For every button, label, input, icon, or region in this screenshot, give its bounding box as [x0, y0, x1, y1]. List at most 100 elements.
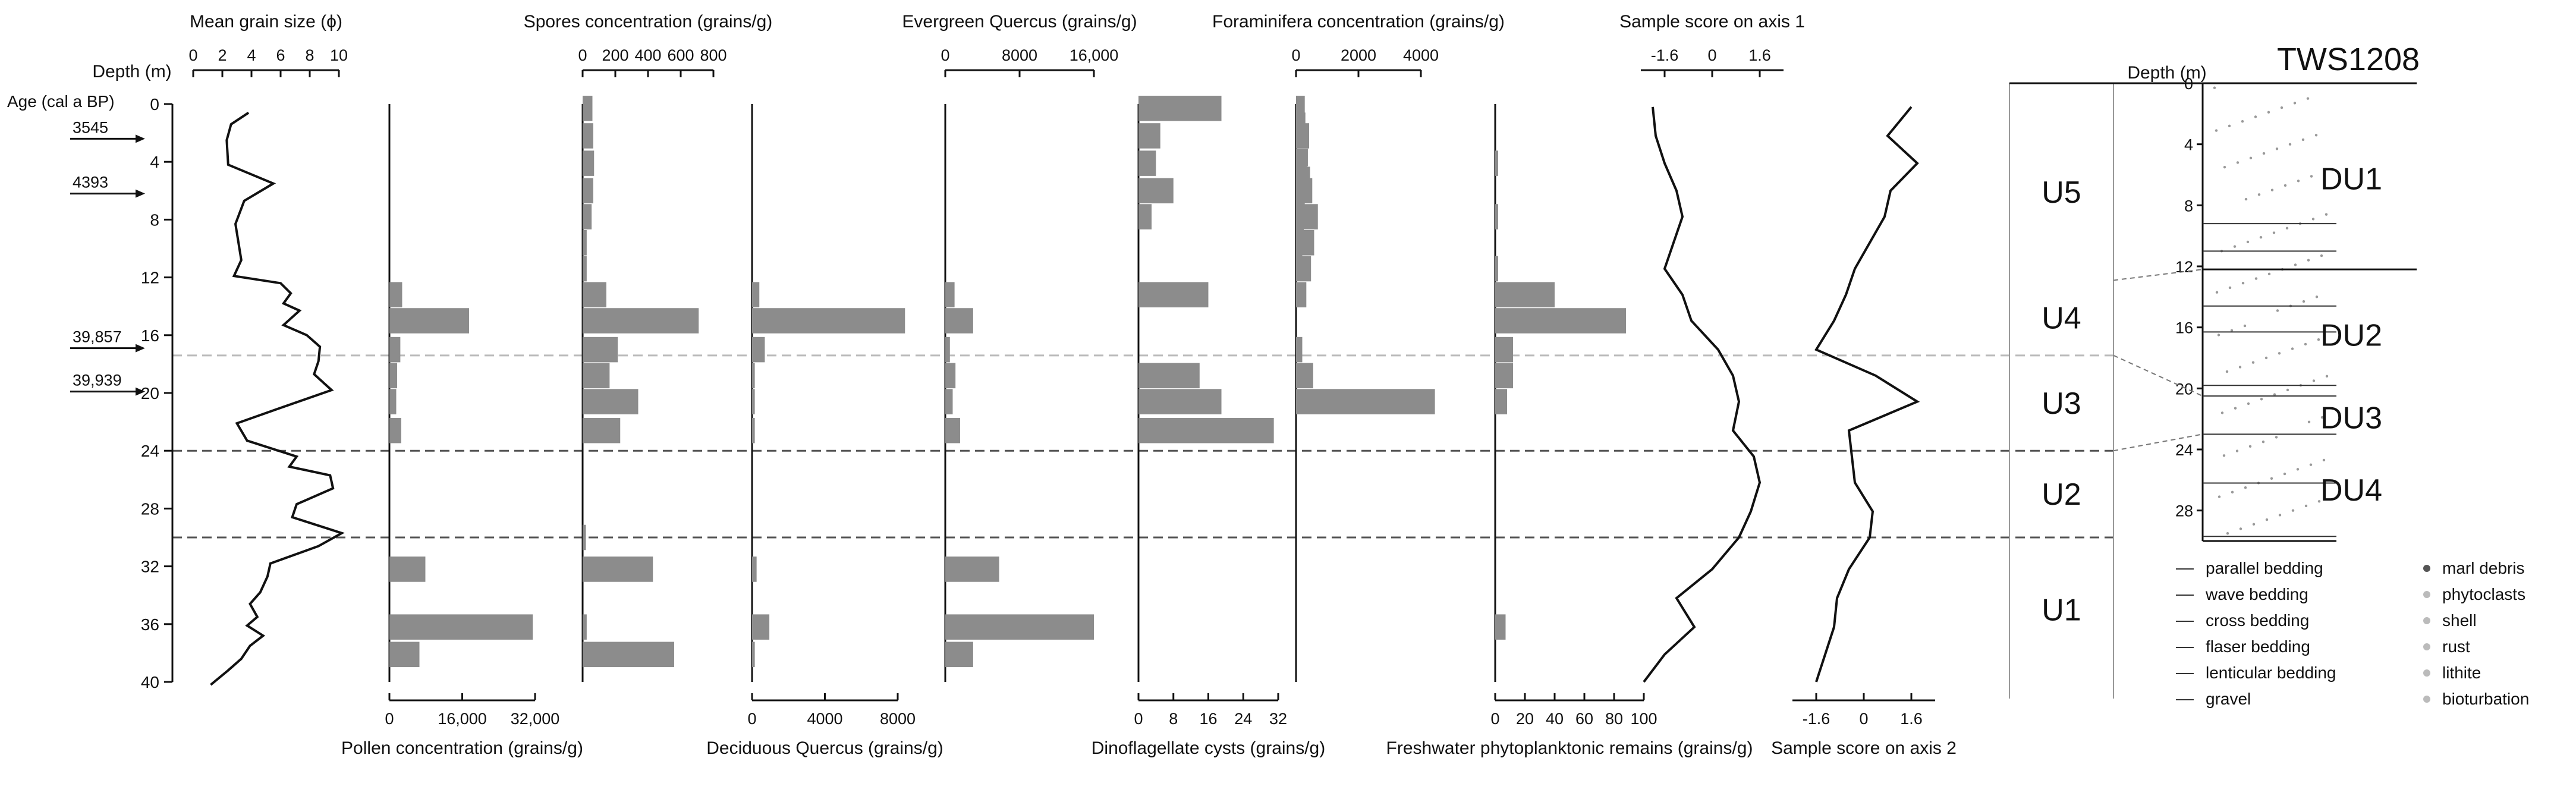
- core-unit-label: DU1: [2320, 162, 2382, 197]
- core-sediment-dot: [2276, 309, 2279, 312]
- bar: [1495, 363, 1513, 389]
- panel-4-title: Dinoflagellate cysts (grains/g): [1092, 738, 1326, 758]
- bar: [1495, 150, 1498, 176]
- core-sediment-dot: [2259, 236, 2263, 239]
- axis2-title: Sample score on axis 2: [1771, 738, 1957, 758]
- core-sediment-dot: [2241, 119, 2244, 123]
- core-sediment-dot: [2301, 138, 2305, 141]
- bar: [752, 282, 760, 308]
- core-sediment-dot: [2296, 468, 2300, 471]
- core-sediment-dot: [2234, 407, 2237, 410]
- age-marker-label: 39,857: [73, 328, 122, 346]
- legend-label: marl debris: [2442, 559, 2524, 577]
- core-sediment-dot: [2215, 129, 2218, 132]
- core-sediment-dot: [2273, 393, 2276, 396]
- core-sediment-dot: [2291, 509, 2295, 512]
- core-sediment-dot: [2213, 86, 2216, 89]
- bar: [389, 417, 401, 444]
- bar: [1138, 123, 1160, 149]
- core-sediment-dot: [2222, 454, 2226, 457]
- depth-tick-label: 8: [150, 210, 159, 229]
- core-sediment-dot: [2297, 180, 2300, 183]
- bar: [583, 524, 586, 551]
- depth-tick-label: 32: [141, 558, 159, 576]
- core-sediment-dot: [2249, 156, 2253, 159]
- core-sediment-dot: [2267, 272, 2271, 276]
- core-sediment-dot: [2322, 458, 2326, 462]
- panel-6-title: Freshwater phytoplanktonic remains (grai…: [1386, 738, 1753, 758]
- core-sediment-dot: [2236, 161, 2240, 164]
- bar: [1495, 389, 1507, 414]
- core-sediment-dot: [2286, 388, 2289, 392]
- age-marker-arrowhead: [136, 387, 145, 396]
- core-sediment-dot: [2309, 463, 2313, 466]
- correlation-line: [2113, 433, 2203, 452]
- unit-label: U5: [2042, 175, 2081, 210]
- bar: [945, 417, 960, 444]
- core-sediment-dot: [2288, 143, 2292, 146]
- axis1-tick-label: 0: [1707, 46, 1716, 64]
- bar: [389, 614, 533, 640]
- bar: [583, 96, 593, 121]
- core-sediment-dot: [2280, 106, 2284, 109]
- core-sediment-dot: [2275, 436, 2278, 439]
- core-sediment-dot: [2262, 152, 2266, 155]
- core-unit-label: DU2: [2320, 319, 2382, 353]
- core-sediment-dot: [2325, 375, 2329, 378]
- core-title: TWS1208: [2277, 42, 2420, 77]
- depth-axis-label: Depth (m): [92, 62, 171, 81]
- panel-4-tick-label: 32: [1269, 710, 1287, 728]
- panel-3-tick-label: 8000: [1002, 46, 1037, 64]
- bar: [945, 641, 973, 668]
- legend-label: shell: [2442, 611, 2477, 630]
- core-sediment-dot: [2254, 277, 2258, 280]
- bar: [1296, 184, 1306, 203]
- depth-tick-label: 24: [141, 442, 159, 460]
- legend-symbol: [2423, 669, 2430, 677]
- core-sediment-dot: [2302, 300, 2305, 303]
- core-sediment-dot: [2310, 175, 2313, 178]
- bar: [583, 150, 595, 176]
- core-sediment-dot: [2270, 477, 2273, 480]
- unit-label: U3: [2042, 386, 2081, 421]
- core-sediment-dot: [2284, 184, 2287, 187]
- legend-symbol: [2423, 617, 2430, 624]
- core-sediment-dot: [2235, 449, 2239, 452]
- core-sediment-dot: [2312, 379, 2316, 382]
- correlation-line: [2113, 269, 2203, 281]
- bar: [583, 363, 610, 389]
- core-sediment-dot: [2244, 486, 2247, 489]
- axis2-tick-label: -1.6: [1803, 710, 1830, 728]
- bar: [1138, 389, 1222, 414]
- bar: [752, 614, 770, 640]
- panel-5-tick-label: 2000: [1341, 46, 1376, 64]
- bar: [1296, 363, 1313, 389]
- core-sediment-dot: [2230, 329, 2234, 332]
- panel-6-tick-label: 0: [1490, 710, 1499, 728]
- core-sediment-dot: [2265, 518, 2269, 521]
- core-depth-tick-label: 4: [2184, 136, 2193, 154]
- depth-tick-label: 28: [141, 499, 159, 518]
- panel-3-title: Evergreen Quercus (grains/g): [902, 12, 1137, 32]
- core-sediment-dot: [2218, 495, 2221, 498]
- bar: [1296, 336, 1303, 363]
- panel-1-tick-label: 800: [700, 46, 726, 64]
- core-sediment-dot: [2307, 259, 2310, 262]
- core-sediment-dot: [2293, 102, 2297, 105]
- bar: [1138, 417, 1274, 444]
- bar: [583, 123, 593, 149]
- bar: [1138, 96, 1222, 121]
- panel-2-tick-label: 8000: [880, 710, 916, 728]
- panel-2-tick-label: 4000: [807, 710, 842, 728]
- panel-5-tick-label: 4000: [1403, 46, 1439, 64]
- bar: [583, 230, 587, 256]
- bar: [389, 282, 402, 308]
- panel-4-tick-label: 24: [1234, 710, 1252, 728]
- core-sediment-dot: [2257, 193, 2261, 196]
- panel-4-tick-label: 0: [1134, 710, 1143, 728]
- panel-1-tick-label: 0: [578, 46, 587, 64]
- unit-label: U4: [2042, 301, 2081, 336]
- axis1-tick-label: 1.6: [1748, 46, 1771, 64]
- core-sediment-dot: [2260, 398, 2263, 401]
- bar: [752, 363, 755, 389]
